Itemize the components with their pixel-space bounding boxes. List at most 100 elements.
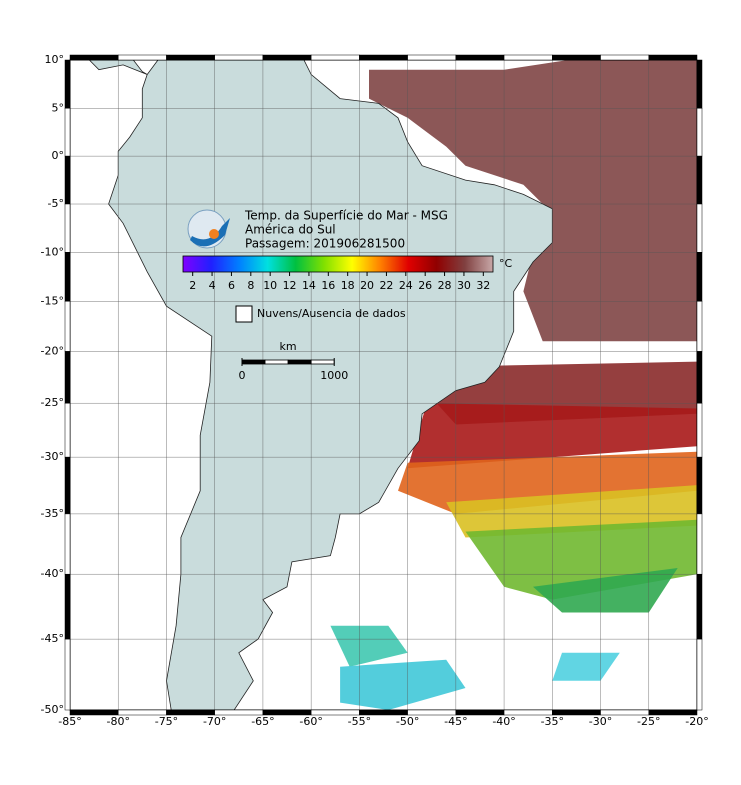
colorbar-tick-label: 4	[209, 279, 216, 292]
land	[88, 60, 148, 75]
frame-segment	[455, 709, 505, 716]
lat-tick-label: -35°	[41, 507, 64, 520]
frame-segment	[503, 54, 553, 61]
colorbar-tick-label: 10	[263, 279, 277, 292]
sst-patch	[340, 659, 466, 710]
frame-segment	[64, 252, 71, 302]
frame-segment	[600, 709, 650, 716]
frame-segment	[696, 59, 703, 109]
frame-segment	[552, 709, 601, 716]
frame-segment	[359, 54, 408, 61]
scale-label: 0	[239, 369, 246, 382]
scale-label: 1000	[320, 369, 348, 382]
lon-tick-label: -70°	[203, 715, 226, 728]
frame-segment	[696, 573, 703, 640]
frame-segment	[696, 203, 703, 253]
frame-segment	[214, 709, 264, 716]
map-area	[88, 60, 697, 710]
lat-tick-label: -30°	[41, 450, 64, 463]
sst-patch	[552, 652, 620, 681]
legend: Nuvens/Ausencia de dados	[257, 307, 406, 320]
lat-tick-label: -45°	[41, 632, 64, 645]
colorbar-tick-label: 20	[360, 279, 374, 292]
lat-tick-label: -15°	[41, 294, 64, 307]
lat-tick-label: -40°	[41, 567, 64, 580]
frame-segment	[69, 54, 119, 61]
frame-segment	[117, 709, 167, 716]
sst-patch	[330, 625, 408, 667]
frame-segment	[69, 709, 119, 716]
lat-tick-label: 5°	[52, 101, 65, 114]
sst-patch	[398, 451, 697, 514]
logo-sun	[209, 229, 219, 239]
frame-segment	[64, 108, 71, 157]
lon-tick-label: -35°	[541, 715, 564, 728]
colorbar-tick-label: 30	[457, 279, 471, 292]
frame-segment	[696, 402, 703, 458]
frame-segment	[166, 709, 215, 716]
frame-segment	[359, 709, 408, 716]
frame-segment	[696, 638, 703, 711]
sst-patch	[533, 568, 678, 613]
scale-segment	[241, 359, 266, 365]
frame-segment	[600, 54, 650, 61]
colorbar-tick-label: 12	[283, 279, 297, 292]
frame-segment	[64, 203, 71, 253]
frame-segment	[64, 638, 71, 711]
lon-tick-label: -55°	[348, 715, 371, 728]
frame-segment	[696, 456, 703, 515]
frame-segment	[166, 54, 215, 61]
frame-segment	[455, 54, 505, 61]
frame-segment	[696, 301, 703, 352]
frame-segment	[503, 709, 553, 716]
lon-tick-label: -60°	[299, 715, 322, 728]
lon-tick-label: -20°	[685, 715, 708, 728]
lat-tick-label: -20°	[41, 344, 64, 357]
colorbar-tick-label: 26	[418, 279, 432, 292]
colorbar-tick-label: 18	[341, 279, 355, 292]
frame-segment	[64, 301, 71, 352]
frame-segment	[552, 54, 601, 61]
frame-segment	[64, 351, 71, 404]
lon-tick-label: -85°	[58, 715, 81, 728]
lon-tick-label: -80°	[106, 715, 129, 728]
lon-tick-label: -45°	[444, 715, 467, 728]
lon-tick-label: -50°	[396, 715, 419, 728]
colorbar-tick-label: 14	[302, 279, 316, 292]
frame-segment	[214, 54, 264, 61]
colorbar-tick-label: 22	[379, 279, 393, 292]
title: Temp. da Superfície do Mar - MSG	[244, 209, 448, 223]
frame-segment	[262, 709, 312, 716]
colorbar-tick-label: 6	[228, 279, 235, 292]
lat-tick-label: -25°	[41, 396, 64, 409]
scale-segment	[287, 359, 312, 365]
scale-segment	[310, 359, 335, 365]
lon-tick-label: -65°	[251, 715, 274, 728]
frame-segment	[64, 513, 71, 575]
colorbar-tick-label: 28	[438, 279, 452, 292]
overlay: Temp. da Superfície do Mar - MSG América…	[187, 209, 448, 323]
colorbar-tick-label: 2	[189, 279, 196, 292]
frame-segment	[310, 709, 360, 716]
frame-segment	[696, 155, 703, 205]
lon-tick-label: -40°	[492, 715, 515, 728]
frame-segment	[64, 155, 71, 205]
colorbar-tick-label: 8	[247, 279, 254, 292]
lat-tick-label: -10°	[41, 245, 64, 258]
lat-tick-label: 0°	[52, 149, 65, 162]
logo-swoosh	[190, 218, 230, 247]
frame-segment	[262, 54, 312, 61]
frame-segment	[407, 709, 457, 716]
region: América do Sul	[245, 223, 336, 237]
scale-segment	[264, 359, 289, 365]
frame-segment	[64, 59, 71, 109]
lat-tick-label: 10°	[45, 53, 65, 66]
frame-segment	[310, 54, 360, 61]
frame-segment	[407, 54, 457, 61]
lat-tick-label: -5°	[48, 197, 64, 210]
frame-segment	[64, 402, 71, 458]
frame-segment	[696, 513, 703, 575]
frame-segment	[117, 54, 167, 61]
legend-swatch	[235, 305, 253, 323]
